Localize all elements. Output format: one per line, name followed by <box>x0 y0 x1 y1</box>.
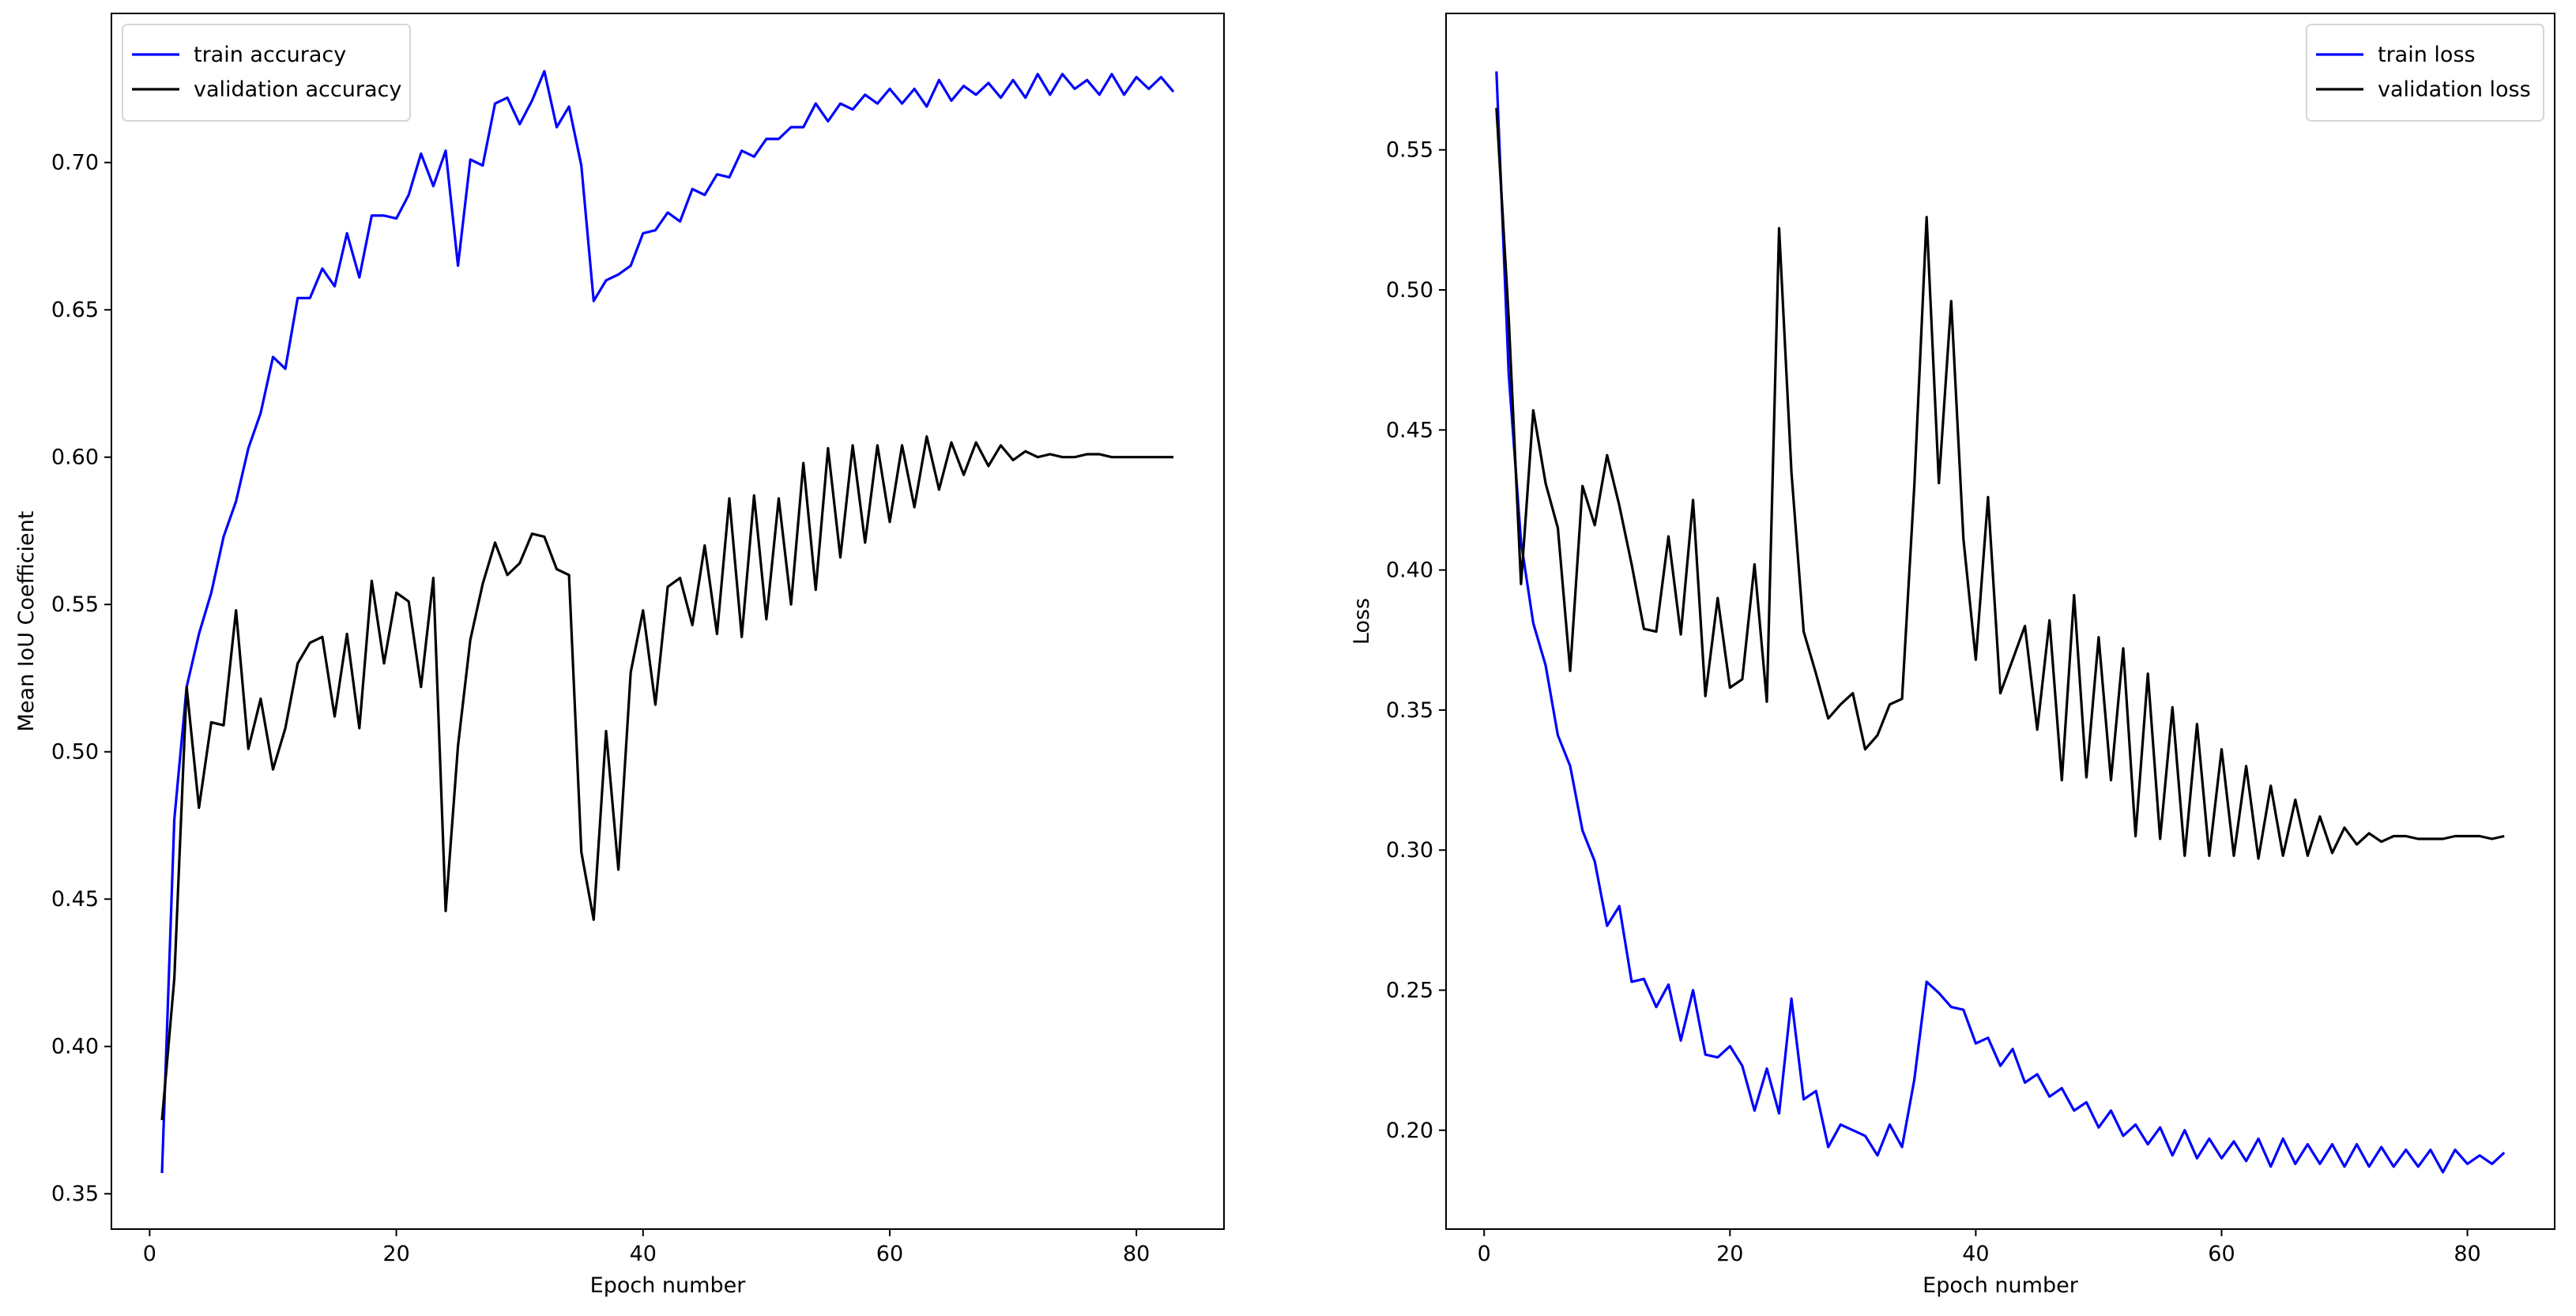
y-axis-label: Mean IoU Coefficient <box>14 511 39 732</box>
legend-box <box>2306 24 2544 122</box>
legend: train accuracy validation accuracy <box>122 24 411 122</box>
x-tick-label: 60 <box>876 1242 903 1266</box>
x-axis-label: Epoch number <box>590 1273 747 1298</box>
y-axis-label: Loss <box>1350 598 1374 645</box>
y-tick-label: 0.60 <box>51 446 99 470</box>
y-tick-label: 0.25 <box>1386 979 1433 1003</box>
y-tick-label: 0.45 <box>1386 418 1433 442</box>
series-line-validation-accuracy <box>160 434 1173 1121</box>
legend-box <box>122 24 411 122</box>
legend: train loss validation loss <box>2306 24 2544 122</box>
x-tick-label: 0 <box>143 1242 156 1266</box>
x-tick-label: 40 <box>630 1242 657 1266</box>
y-tick-label: 0.50 <box>1386 278 1433 303</box>
loss-chart: 0 20 40 60 80 0.20 0.25 0.30 0.35 0.40 0.45 0.50 0.5… <box>1350 13 2555 1298</box>
axes-frame <box>111 13 1225 1230</box>
y-tick-label: 0.40 <box>51 1035 99 1059</box>
y-tick-label: 0.40 <box>1386 558 1433 583</box>
accuracy-chart: 0 20 40 60 80 0.35 0.40 0.45 0.50 0.55 0.60 0.65 0.7… <box>14 13 1225 1298</box>
y-tick-label: 0.55 <box>1386 138 1433 163</box>
y-tick-label: 0.45 <box>51 887 99 912</box>
series-line-validation-loss <box>1495 107 2505 860</box>
legend-label: validation loss <box>2378 77 2531 102</box>
x-tick-label: 20 <box>382 1242 409 1266</box>
legend-label: validation accuracy <box>194 77 401 102</box>
y-tick-label: 0.55 <box>51 592 99 617</box>
x-tick-label: 80 <box>2454 1242 2480 1266</box>
x-tick-label: 20 <box>1716 1242 1743 1266</box>
series-line-train-accuracy <box>160 70 1175 1174</box>
axes-frame <box>1445 13 2555 1230</box>
y-tick-label: 0.35 <box>1386 698 1433 723</box>
x-tick-label: 60 <box>2208 1242 2235 1266</box>
y-tick-label: 0.35 <box>51 1182 99 1206</box>
y-tick-label: 0.50 <box>51 740 99 765</box>
x-axis-label: Epoch number <box>1923 1273 2079 1298</box>
x-tick-label: 80 <box>1123 1242 1150 1266</box>
x-tick-label: 40 <box>1962 1242 1989 1266</box>
y-tick-label: 0.70 <box>51 151 99 175</box>
legend-label: train accuracy <box>194 43 346 67</box>
y-tick-label: 0.65 <box>51 298 99 322</box>
y-tick-label: 0.30 <box>1386 838 1433 863</box>
y-tick-label: 0.20 <box>1386 1119 1433 1143</box>
x-tick-label: 0 <box>1478 1242 1491 1266</box>
legend-label: train loss <box>2378 43 2476 67</box>
series-line-train-loss <box>1495 71 2506 1174</box>
